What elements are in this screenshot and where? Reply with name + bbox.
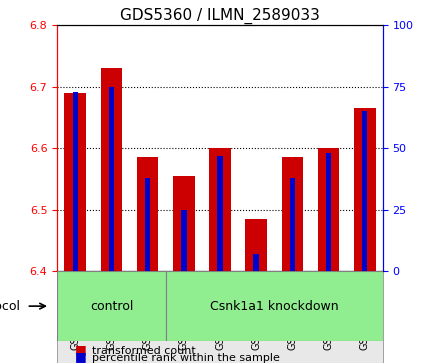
Text: protocol: protocol <box>0 299 21 313</box>
Title: GDS5360 / ILMN_2589033: GDS5360 / ILMN_2589033 <box>120 8 320 24</box>
Bar <box>362 111 367 271</box>
Bar <box>354 108 376 271</box>
Text: GSM1278261: GSM1278261 <box>143 285 153 350</box>
Text: percentile rank within the sample: percentile rank within the sample <box>92 353 280 363</box>
Bar <box>109 87 114 271</box>
Bar <box>73 92 78 271</box>
Text: GSM1278259: GSM1278259 <box>70 285 80 350</box>
Text: Csnk1a1 knockdown: Csnk1a1 knockdown <box>210 299 338 313</box>
Bar <box>290 178 295 271</box>
Text: GSM1278260: GSM1278260 <box>106 285 117 350</box>
Text: GSM1278264: GSM1278264 <box>251 285 261 350</box>
Text: GSM1278263: GSM1278263 <box>215 285 225 350</box>
FancyBboxPatch shape <box>166 271 383 341</box>
Bar <box>318 148 339 271</box>
Text: GSM1278267: GSM1278267 <box>360 285 370 350</box>
Bar <box>253 254 259 271</box>
Bar <box>246 219 267 271</box>
Bar <box>137 158 158 271</box>
Bar <box>101 68 122 271</box>
Text: GSM1278265: GSM1278265 <box>287 285 297 350</box>
Bar <box>181 209 187 271</box>
Bar <box>64 93 86 271</box>
FancyBboxPatch shape <box>57 271 166 341</box>
Text: ■: ■ <box>75 350 87 363</box>
Text: GSM1278266: GSM1278266 <box>323 285 334 350</box>
Bar <box>217 156 223 271</box>
Bar <box>282 158 303 271</box>
Text: transformed count: transformed count <box>92 346 196 356</box>
Bar <box>326 153 331 271</box>
Bar <box>145 178 150 271</box>
Bar <box>209 148 231 271</box>
Text: GSM1278262: GSM1278262 <box>179 285 189 350</box>
Text: control: control <box>90 299 133 313</box>
Bar <box>173 176 194 271</box>
Text: ■: ■ <box>75 343 87 356</box>
